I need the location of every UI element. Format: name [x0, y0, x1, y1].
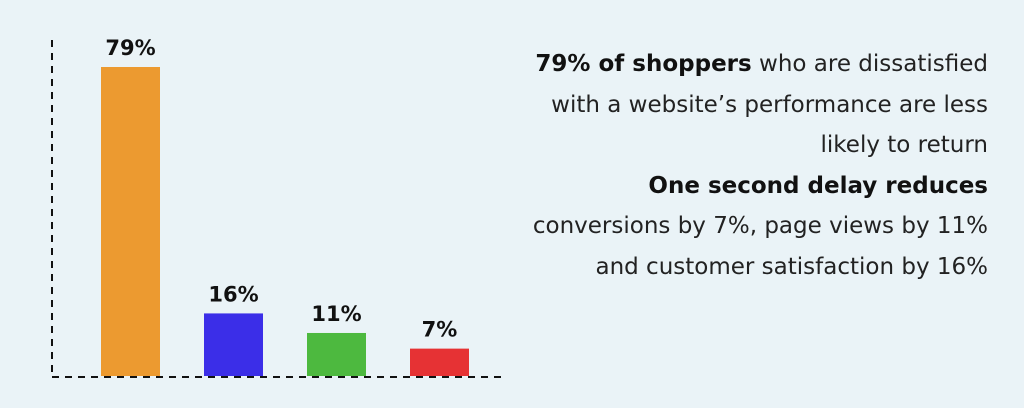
annotation-block: 79% of shoppers who are dissatisfied wit… — [520, 44, 988, 287]
annotation-text: conversions by 7%, page views by 11% and… — [532, 213, 988, 280]
bar — [410, 348, 469, 376]
annotation-bold: 79% of shoppers — [535, 51, 752, 77]
annotation-text: who are dissatisfied with a website’s pe… — [551, 51, 988, 158]
bar — [307, 332, 366, 376]
annotation-bold: One second delay reduces — [648, 172, 988, 199]
value-label: 7% — [422, 318, 458, 342]
value-label: 11% — [311, 302, 361, 326]
value-label: 16% — [208, 282, 258, 306]
bar — [204, 313, 263, 376]
annotation: One second delay reduces conversions by … — [520, 166, 988, 288]
annotation: 79% of shoppers who are dissatisfied wit… — [520, 44, 988, 166]
bar — [101, 67, 160, 376]
value-label: 79% — [105, 36, 155, 60]
chart: 79% 16% 11% 7% — [51, 36, 502, 378]
